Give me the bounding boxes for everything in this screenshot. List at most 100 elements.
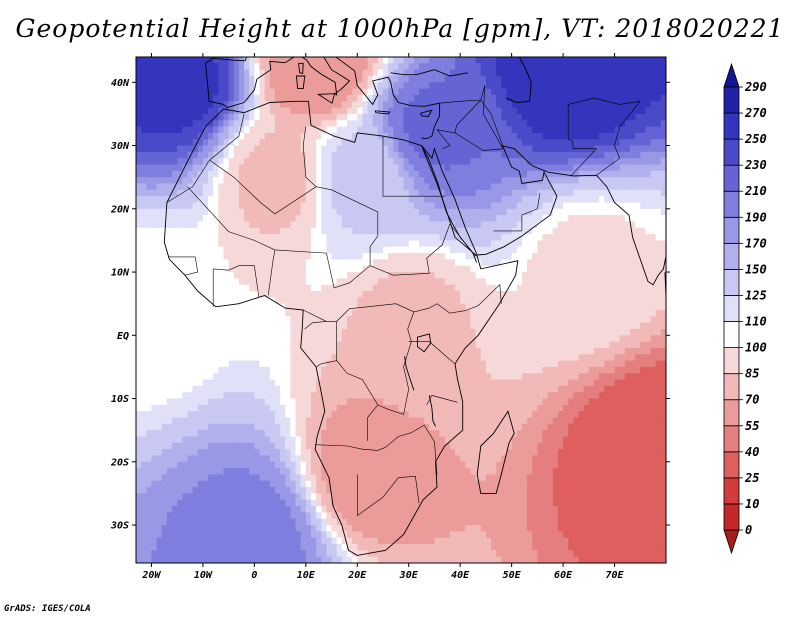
field-cell xyxy=(614,132,621,140)
field-cell xyxy=(172,291,178,298)
field-cell xyxy=(172,202,178,210)
field-cell xyxy=(650,322,657,330)
field-cell xyxy=(156,151,163,159)
field-cell xyxy=(521,113,528,121)
field-cell xyxy=(455,113,461,121)
field-cell xyxy=(547,120,554,128)
field-cell xyxy=(393,63,400,71)
field-cell xyxy=(290,202,297,210)
field-cell xyxy=(593,94,600,102)
field-cell xyxy=(491,189,497,197)
field-cell xyxy=(521,88,528,96)
field-cell xyxy=(460,107,466,115)
field-cell xyxy=(470,347,477,355)
field-cell xyxy=(238,69,245,77)
field-cell xyxy=(588,177,595,185)
field-cell xyxy=(455,177,461,185)
field-cell xyxy=(552,221,559,229)
field-cell xyxy=(316,196,322,204)
field-cell xyxy=(604,316,610,324)
field-cell xyxy=(398,113,405,121)
field-cell xyxy=(424,265,430,273)
field-cell xyxy=(650,354,657,362)
field-cell xyxy=(393,221,400,229)
field-cell xyxy=(635,158,641,166)
field-cell xyxy=(208,196,214,204)
field-cell xyxy=(470,132,477,140)
field-cell xyxy=(372,322,379,330)
field-cell xyxy=(208,240,214,248)
field-cell xyxy=(635,240,641,248)
field-cell xyxy=(552,265,559,273)
field-cell xyxy=(485,291,492,298)
field-cell xyxy=(547,63,554,71)
field-cell xyxy=(547,291,554,298)
field-cell xyxy=(382,120,389,128)
field-cell xyxy=(527,107,533,115)
field-cell xyxy=(557,208,564,216)
field-cell xyxy=(645,151,652,159)
field-cell xyxy=(244,113,250,121)
field-cell xyxy=(290,278,297,286)
field-cell xyxy=(264,82,271,90)
field-cell xyxy=(202,88,209,96)
field-cell xyxy=(537,126,544,134)
field-cell xyxy=(388,170,394,178)
field-cell xyxy=(305,335,312,343)
field-cell xyxy=(264,63,271,71)
field-cell xyxy=(578,208,585,216)
field-cell xyxy=(449,69,456,77)
field-cell xyxy=(547,310,554,317)
field-cell xyxy=(521,189,528,197)
field-cell xyxy=(213,151,219,159)
field-cell xyxy=(614,196,621,204)
field-cell xyxy=(593,310,600,317)
field-cell xyxy=(187,259,194,267)
field-cell xyxy=(449,120,456,128)
field-cell xyxy=(398,177,405,185)
field-cell xyxy=(382,265,389,273)
field-cell xyxy=(444,75,451,83)
field-cell xyxy=(285,272,291,279)
field-cell xyxy=(161,101,168,109)
field-cell xyxy=(609,253,616,260)
field-cell xyxy=(449,107,456,115)
field-cell xyxy=(382,328,389,336)
field-cell xyxy=(573,328,580,336)
field-cell xyxy=(316,341,322,349)
field-cell xyxy=(336,57,343,64)
field-cell xyxy=(213,139,219,147)
field-cell xyxy=(146,120,153,128)
field-cell xyxy=(460,215,466,223)
field-cell xyxy=(161,63,168,71)
field-cell xyxy=(377,240,384,248)
field-cell xyxy=(197,196,204,204)
field-cell xyxy=(609,221,616,229)
field-cell xyxy=(172,88,178,96)
field-cell xyxy=(362,297,369,305)
field-cell xyxy=(372,234,379,242)
field-cell xyxy=(491,341,497,349)
field-cell xyxy=(552,202,559,210)
field-cell xyxy=(424,272,430,279)
field-cell xyxy=(511,246,518,254)
field-cell xyxy=(213,145,219,153)
field-cell xyxy=(506,291,513,298)
field-cell xyxy=(460,101,466,109)
field-cell xyxy=(660,202,666,210)
field-cell xyxy=(172,284,178,292)
field-cell xyxy=(331,328,338,336)
field-cell xyxy=(156,284,163,292)
field-cell xyxy=(650,259,657,267)
field-cell xyxy=(403,246,410,254)
field-cell xyxy=(568,132,574,140)
field-cell xyxy=(352,145,358,153)
field-cell xyxy=(537,75,544,83)
field-cell xyxy=(305,341,312,349)
field-cell xyxy=(485,132,492,140)
field-cell xyxy=(280,120,286,128)
field-cell xyxy=(413,341,420,349)
field-cell xyxy=(635,63,641,71)
field-cell xyxy=(244,107,250,115)
field-cell xyxy=(413,202,420,210)
